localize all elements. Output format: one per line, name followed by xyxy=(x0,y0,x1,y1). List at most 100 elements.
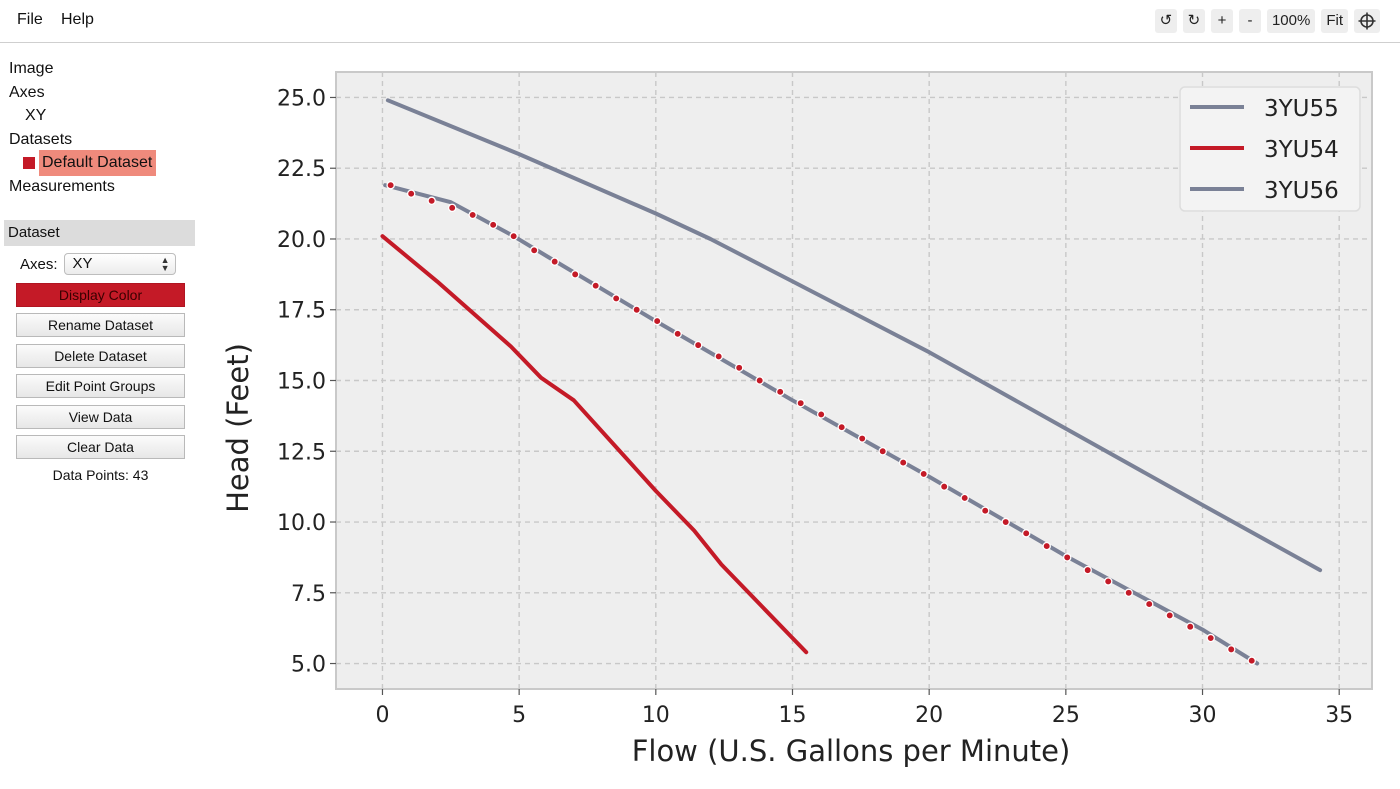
digitized-point xyxy=(714,352,723,361)
x-tick-label: 0 xyxy=(375,703,389,728)
digitized-point xyxy=(1206,633,1215,643)
tree-item-default-dataset[interactable]: Default Dataset xyxy=(9,149,157,177)
y-tick-label: 25.0 xyxy=(277,86,326,111)
digitized-point xyxy=(1144,599,1154,609)
data-points-count: Data Points: 43 xyxy=(52,467,149,483)
zoom-level-button[interactable]: 100% xyxy=(1266,9,1316,33)
series-lines xyxy=(380,98,1323,666)
x-tick-label: 20 xyxy=(915,703,943,728)
fit-button[interactable]: Fit xyxy=(1321,9,1348,33)
menu-bar: File Help ↺ ↻ + - 100% Fit xyxy=(0,0,1400,43)
digitized-point xyxy=(919,469,928,479)
help-menu[interactable]: Help xyxy=(61,11,94,28)
digitized-point xyxy=(591,281,600,290)
series-line-3yu56 xyxy=(383,183,1260,666)
digitized-point xyxy=(898,458,908,467)
plot-image-canvas[interactable]: 0 5 10 15 20 25 30 35 5.0 7.5 10.0 12.5 15.0 17.5 20.0… xyxy=(212,48,1392,778)
y-axis-label: Head (Feet) xyxy=(221,343,255,513)
crosshair-icon xyxy=(1358,12,1376,30)
clear-data-button[interactable]: Clear Data xyxy=(16,434,185,459)
digitized-point xyxy=(775,387,785,397)
digitized-point xyxy=(1165,611,1174,620)
digitized-point xyxy=(1062,553,1072,562)
series-line-3yu55 xyxy=(385,98,1323,573)
axis-ticks: 0 5 10 15 20 25 30 35 5.0 7.5 10.0 12.5 15.0 17.5 20.0… xyxy=(277,86,1353,728)
digitized-point xyxy=(755,376,764,385)
rename-dataset-button[interactable]: Rename Dataset xyxy=(16,313,185,338)
delete-dataset-button[interactable]: Delete Dataset xyxy=(16,343,185,368)
digitized-point xyxy=(693,340,703,350)
x-tick-label: 10 xyxy=(642,703,670,728)
x-axis-label: Flow (U.S. Gallons per Minute) xyxy=(632,734,1071,768)
digitized-point xyxy=(837,422,846,432)
digitized-point xyxy=(1124,588,1133,598)
y-tick-label: 22.5 xyxy=(277,157,326,182)
legend-label: 3YU54 xyxy=(1264,137,1339,163)
tree-item-image[interactable]: Image xyxy=(9,60,54,77)
crosshair-button[interactable] xyxy=(1354,9,1380,33)
dataset-name-label: Default Dataset xyxy=(39,149,157,177)
digitized-point xyxy=(1083,565,1092,575)
y-tick-label: 10.0 xyxy=(277,511,326,536)
y-tick-label: 17.5 xyxy=(277,299,326,324)
digitized-point xyxy=(734,363,744,373)
zoom-out-button[interactable]: - xyxy=(1238,9,1261,33)
display-color-button[interactable]: Display Color xyxy=(16,283,185,307)
x-tick-label: 25 xyxy=(1052,703,1080,728)
y-tick-label: 7.5 xyxy=(291,582,326,607)
digitized-point xyxy=(1247,656,1256,665)
x-tick-label: 35 xyxy=(1325,703,1353,728)
rotate-left-button[interactable]: ↺ xyxy=(1154,9,1177,33)
x-tick-label: 30 xyxy=(1189,703,1217,728)
tree-item-datasets[interactable]: Datasets xyxy=(9,130,73,148)
legend-label: 3YU56 xyxy=(1264,178,1339,204)
dataset-buttons: Display Color Rename Dataset Delete Data… xyxy=(16,283,185,465)
axes-select-label: Axes: xyxy=(20,255,58,273)
x-tick-label: 15 xyxy=(778,703,806,728)
digitized-point xyxy=(673,329,682,339)
digitized-point xyxy=(1001,517,1010,527)
digitized-point xyxy=(960,493,969,503)
view-data-button[interactable]: View Data xyxy=(16,404,185,429)
digitized-point xyxy=(611,294,621,303)
zoom-in-button[interactable]: + xyxy=(1210,9,1233,33)
digitized-point xyxy=(632,305,641,314)
digitized-point xyxy=(447,203,457,213)
dataset-color-swatch xyxy=(23,157,35,170)
rotate-right-button[interactable]: ↻ xyxy=(1182,9,1205,33)
dataset-panel-header: Dataset xyxy=(4,220,195,246)
chart-legend: 3YU55 3YU54 3YU56 xyxy=(1179,86,1361,212)
axes-selector-row: Axes: XY ▲ ▼ xyxy=(20,253,176,275)
digitized-point xyxy=(488,220,498,230)
digitized-point xyxy=(468,210,477,220)
project-tree: Image Axes XY Datasets Default Dataset M… xyxy=(9,57,157,199)
axes-select-value: XY xyxy=(72,255,93,272)
tree-item-axes[interactable]: Axes xyxy=(9,83,45,101)
tree-item-measurements[interactable]: Measurements xyxy=(9,177,115,195)
axes-select[interactable]: XY ▲ ▼ xyxy=(63,253,176,275)
digitized-point xyxy=(1103,577,1113,586)
digitized-point xyxy=(796,398,805,408)
series-line-3yu54 xyxy=(380,234,809,655)
digitized-point xyxy=(980,506,990,515)
legend-box xyxy=(1179,86,1361,212)
digitized-point xyxy=(816,410,826,419)
edit-point-groups-button[interactable]: Edit Point Groups xyxy=(16,374,185,399)
y-tick-label: 5.0 xyxy=(291,653,326,678)
digitized-point xyxy=(509,231,518,241)
digitized-point xyxy=(529,246,539,255)
tree-item-axes-xy[interactable]: XY xyxy=(25,107,47,125)
digitized-point xyxy=(406,189,416,198)
digitized-point xyxy=(1185,622,1195,631)
view-toolbar: ↺ ↻ + - 100% Fit xyxy=(1154,8,1380,34)
digitized-point xyxy=(857,434,867,443)
digitized-point xyxy=(878,447,887,456)
select-arrows-icon: ▲ ▼ xyxy=(160,255,170,273)
digitized-point xyxy=(652,316,662,326)
file-menu[interactable]: File xyxy=(17,11,43,28)
x-tick-label: 5 xyxy=(512,703,526,728)
legend-label: 3YU55 xyxy=(1264,96,1339,122)
digitized-point xyxy=(550,257,559,266)
digitized-point xyxy=(939,482,949,491)
y-tick-label: 20.0 xyxy=(277,228,326,253)
